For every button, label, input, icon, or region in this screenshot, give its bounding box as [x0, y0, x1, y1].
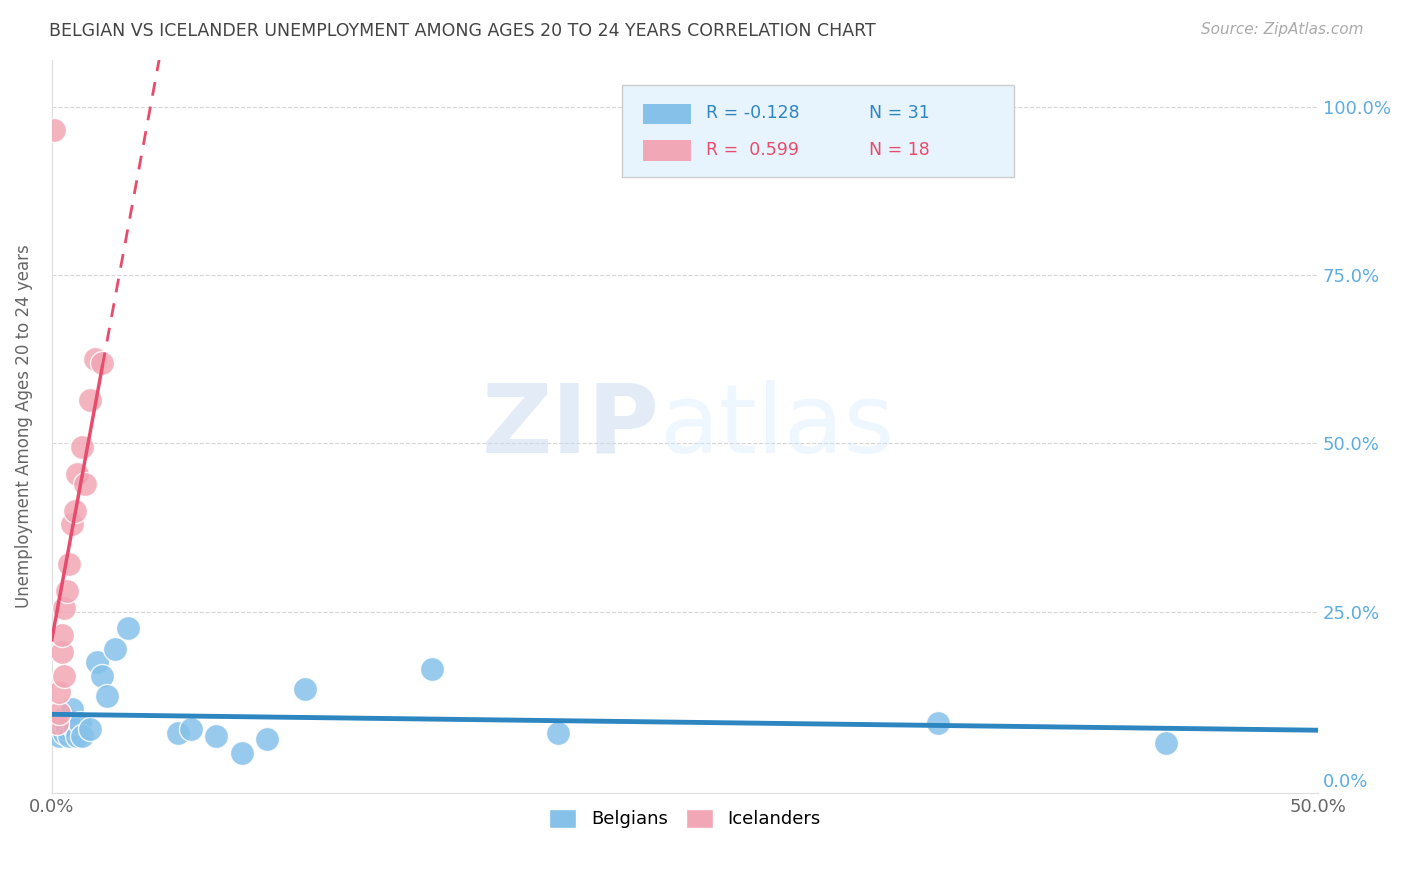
Point — [48, 729, 70, 743]
FancyBboxPatch shape — [643, 103, 692, 124]
Point — [60, 702, 83, 716]
Point — [56, 719, 79, 733]
Point — [70, 729, 93, 743]
Point — [56, 584, 79, 599]
Point — [66, 729, 89, 743]
Text: N = 18: N = 18 — [869, 141, 929, 159]
Point — [53, 715, 76, 730]
Point — [91, 355, 114, 369]
Point — [91, 668, 114, 682]
Point — [294, 681, 316, 696]
Point — [45, 723, 67, 737]
Point — [73, 476, 96, 491]
Point — [60, 517, 83, 532]
Point — [79, 723, 101, 737]
Point — [63, 503, 86, 517]
Point — [79, 392, 101, 407]
Point — [1154, 736, 1177, 750]
Point — [167, 725, 190, 739]
Point — [256, 732, 278, 747]
Text: BELGIAN VS ICELANDER UNEMPLOYMENT AMONG AGES 20 TO 24 YEARS CORRELATION CHART: BELGIAN VS ICELANDER UNEMPLOYMENT AMONG … — [49, 22, 876, 40]
Text: ZIP: ZIP — [482, 380, 659, 473]
Point — [231, 746, 253, 760]
Point — [51, 645, 73, 659]
Point — [51, 628, 73, 642]
Point — [51, 719, 73, 733]
Text: atlas: atlas — [659, 380, 894, 473]
Point — [58, 729, 80, 743]
Text: N = 31: N = 31 — [869, 104, 929, 122]
Point — [53, 668, 76, 682]
Point — [420, 662, 443, 676]
Legend: Belgians, Icelanders: Belgians, Icelanders — [543, 802, 828, 836]
Point — [51, 712, 73, 726]
Text: Source: ZipAtlas.com: Source: ZipAtlas.com — [1201, 22, 1364, 37]
Text: R = -0.128: R = -0.128 — [706, 104, 800, 122]
Point — [44, 715, 66, 730]
Point — [117, 622, 139, 636]
Point — [44, 123, 66, 137]
Point — [180, 723, 202, 737]
Point — [53, 601, 76, 615]
Text: R =  0.599: R = 0.599 — [706, 141, 800, 159]
Point — [927, 715, 949, 730]
FancyBboxPatch shape — [643, 140, 692, 161]
Point — [547, 725, 569, 739]
Point — [70, 440, 93, 454]
Point — [69, 715, 91, 730]
Y-axis label: Unemployment Among Ages 20 to 24 years: Unemployment Among Ages 20 to 24 years — [15, 244, 32, 608]
Point — [45, 715, 67, 730]
Point — [83, 352, 105, 367]
Point — [205, 729, 228, 743]
Point — [96, 689, 118, 703]
Point — [56, 723, 79, 737]
Point — [48, 685, 70, 699]
Point — [48, 706, 70, 720]
Point — [86, 655, 108, 669]
Point — [104, 641, 127, 656]
FancyBboxPatch shape — [621, 86, 1014, 177]
Point — [66, 467, 89, 481]
Point — [53, 725, 76, 739]
Point — [63, 723, 86, 737]
Point — [58, 558, 80, 572]
